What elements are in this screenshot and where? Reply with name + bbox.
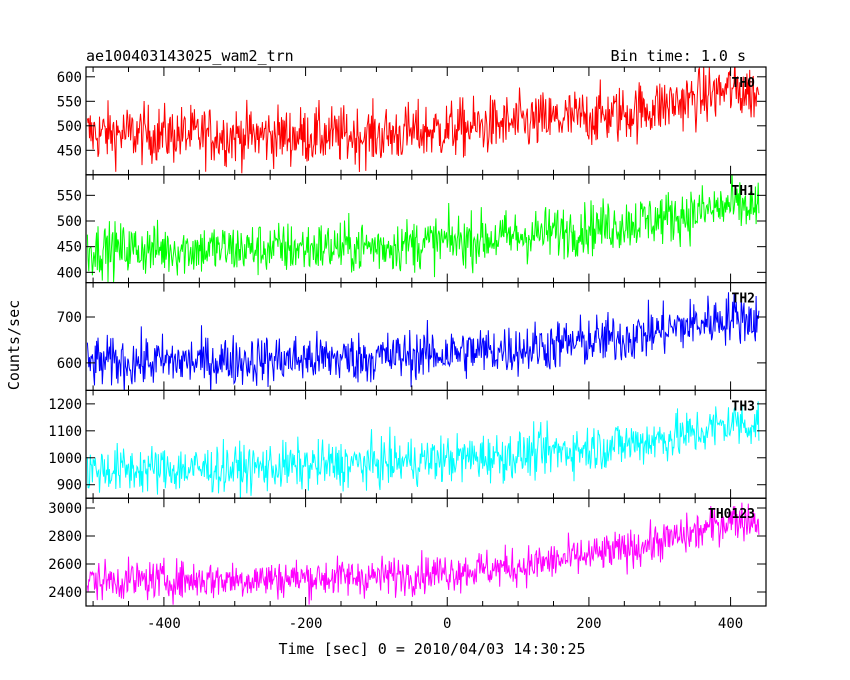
x-tick-label: 200 xyxy=(576,616,601,632)
x-tick-label: 0 xyxy=(443,616,451,632)
series-line-th0 xyxy=(86,67,760,174)
y-tick-label-th1: 400 xyxy=(57,265,82,281)
y-axis-label: Counts/sec xyxy=(5,300,23,390)
x-axis-label: Time [sec] 0 = 2010/04/03 14:30:25 xyxy=(278,640,585,658)
y-tick-label-th1: 550 xyxy=(57,188,82,204)
y-tick-label-th0123: 2400 xyxy=(48,585,82,601)
y-tick-label-th0: 550 xyxy=(57,94,82,110)
series-line-th1 xyxy=(86,174,760,283)
y-tick-label-th1: 500 xyxy=(57,214,82,230)
panels-group: 450 500 550 600 TH0 400 450 500 550 TH1 600 700 TH2 9… xyxy=(48,66,767,632)
panel-label-th0123: TH0123 xyxy=(708,507,755,522)
x-tick-label: 400 xyxy=(718,616,743,632)
y-tick-label-th1: 450 xyxy=(57,240,82,256)
x-tick-label: -400 xyxy=(147,616,181,632)
y-tick-label-th0123: 2800 xyxy=(48,529,82,545)
series-line-th3 xyxy=(86,401,760,499)
y-tick-label-th3: 1000 xyxy=(48,451,82,467)
panel-frame-th0123 xyxy=(85,497,767,607)
y-tick-label-th3: 900 xyxy=(57,478,82,494)
x-tick-label: -200 xyxy=(289,616,323,632)
panel-label-th1: TH1 xyxy=(732,184,756,199)
y-tick-label-th2: 600 xyxy=(57,356,82,372)
panel-label-th0: TH0 xyxy=(732,76,756,91)
y-tick-label-th0: 500 xyxy=(57,119,82,135)
series-line-th2 xyxy=(86,292,760,391)
y-tick-label-th2: 700 xyxy=(57,310,82,326)
series-line-th0123 xyxy=(86,502,760,605)
y-tick-label-th3: 1100 xyxy=(48,424,82,440)
panel-label-th2: TH2 xyxy=(732,292,755,307)
y-tick-label-th0123: 3000 xyxy=(48,501,82,517)
panel-frame-th1 xyxy=(85,174,767,284)
chart-title-left: ae100403143025_wam2_trn xyxy=(86,47,294,65)
panel-label-th3: TH3 xyxy=(732,399,755,414)
y-tick-label-th0: 600 xyxy=(57,70,82,86)
chart-title-right: Bin time: 1.0 s xyxy=(611,47,746,65)
y-tick-label-th0123: 2600 xyxy=(48,557,82,573)
y-tick-label-th3: 1200 xyxy=(48,397,82,413)
y-tick-label-th0: 450 xyxy=(57,143,82,159)
